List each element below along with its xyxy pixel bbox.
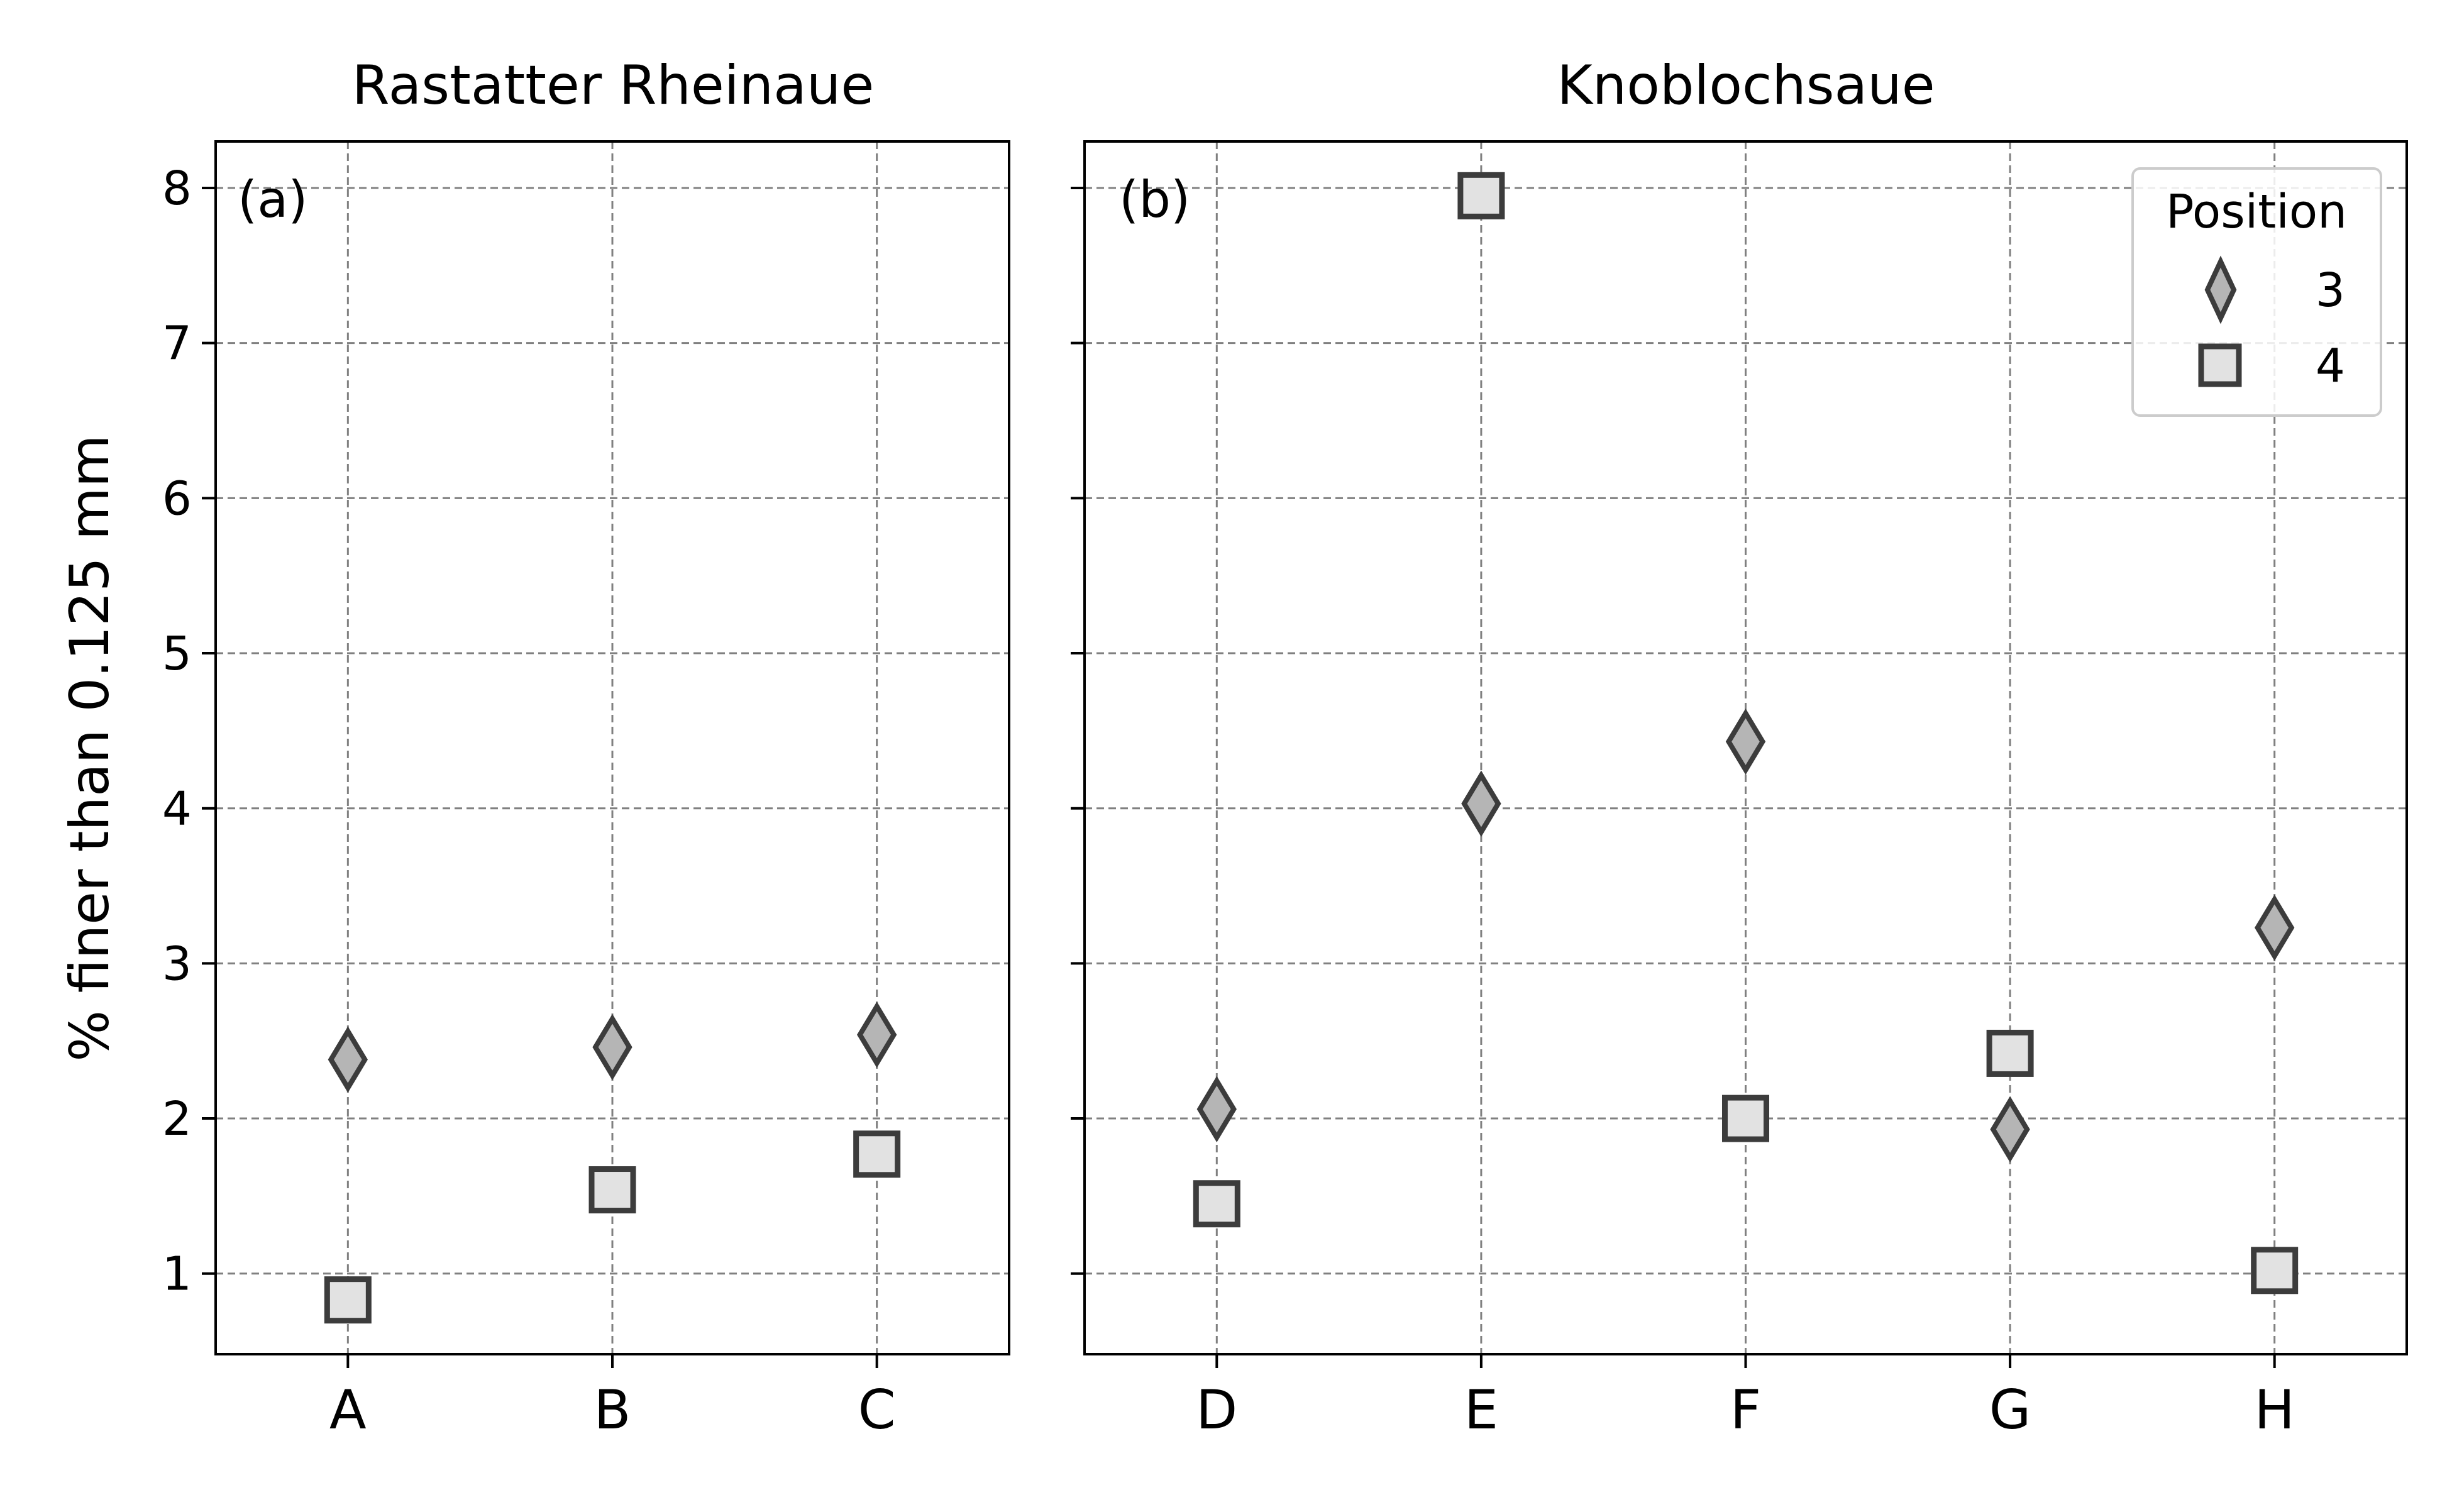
- x-tick-label-F: F: [1730, 1379, 1761, 1442]
- legend: Position 3 4: [2131, 167, 2382, 417]
- x-tick-label-C: C: [858, 1379, 896, 1442]
- point-position-4-E: [1457, 172, 1505, 219]
- x-tick-label-D: D: [1196, 1379, 1237, 1442]
- panel-b-title: Knoblochsaue: [1557, 54, 1935, 117]
- panel-b-label: (b): [1119, 170, 1190, 229]
- y-axis-label: % finer than 0.125 mm: [58, 434, 121, 1061]
- panel-a-marks: [324, 1002, 901, 1324]
- x-tick-label-A: A: [329, 1379, 367, 1442]
- y-tick-label-1: 1: [162, 1247, 192, 1301]
- panel-b-y-ticks: [1071, 187, 1085, 1275]
- point-position-3-E: [1461, 770, 1501, 837]
- y-tick-label-5: 5: [162, 627, 192, 681]
- x-tick-label-G: G: [1989, 1379, 2031, 1442]
- panel-b: Knoblochsaue D E F G H (b) Position 3 4: [1071, 54, 2408, 1442]
- panel-a-label: (a): [238, 170, 307, 229]
- panel-b-marks: [1193, 172, 2299, 1294]
- point-position-3-C: [857, 1002, 897, 1068]
- point-position-4-F: [1722, 1095, 1769, 1142]
- legend-diamond-marker: [2204, 255, 2237, 324]
- legend-entry-4: 4: [2316, 339, 2345, 393]
- y-tick-label-7: 7: [162, 317, 192, 371]
- point-position-3-H: [2255, 894, 2295, 961]
- point-position-4-A: [324, 1276, 372, 1324]
- point-position-3-D: [1196, 1076, 1237, 1143]
- legend-square-marker: [2198, 343, 2242, 387]
- legend-title: Position: [2166, 185, 2347, 239]
- point-position-4-H: [2251, 1247, 2299, 1294]
- point-position-4-G: [1986, 1029, 2034, 1077]
- point-position-3-A: [328, 1026, 368, 1093]
- panel-b-x-ticks: D E F G H: [1196, 1354, 2295, 1442]
- panel-a: Rastatter Rheinaue 1 2 3 4 5 6 7 8 A B C (a) % fi…: [58, 54, 1010, 1442]
- point-position-4-D: [1193, 1180, 1240, 1228]
- point-position-3-F: [1725, 708, 1766, 775]
- panel-a-title: Rastatter Rheinaue: [352, 54, 875, 117]
- x-tick-label-E: E: [1464, 1379, 1498, 1442]
- panel-a-x-ticks: A B C: [329, 1354, 896, 1442]
- x-tick-label-B: B: [594, 1379, 631, 1442]
- legend-frame: [2131, 167, 2382, 417]
- point-position-4-C: [853, 1130, 901, 1178]
- y-tick-label-8: 8: [162, 162, 192, 216]
- point-position-3-G: [1990, 1096, 2030, 1163]
- legend-entry-3: 3: [2316, 263, 2345, 317]
- point-position-3-B: [592, 1013, 632, 1081]
- panel-a-y-ticks: 1 2 3 4 5 6 7 8: [162, 162, 216, 1301]
- y-tick-label-4: 4: [162, 782, 192, 836]
- y-tick-label-2: 2: [162, 1092, 192, 1146]
- y-tick-label-6: 6: [162, 472, 192, 526]
- y-tick-label-3: 3: [162, 937, 192, 991]
- point-position-4-B: [588, 1166, 636, 1214]
- x-tick-label-H: H: [2254, 1379, 2295, 1442]
